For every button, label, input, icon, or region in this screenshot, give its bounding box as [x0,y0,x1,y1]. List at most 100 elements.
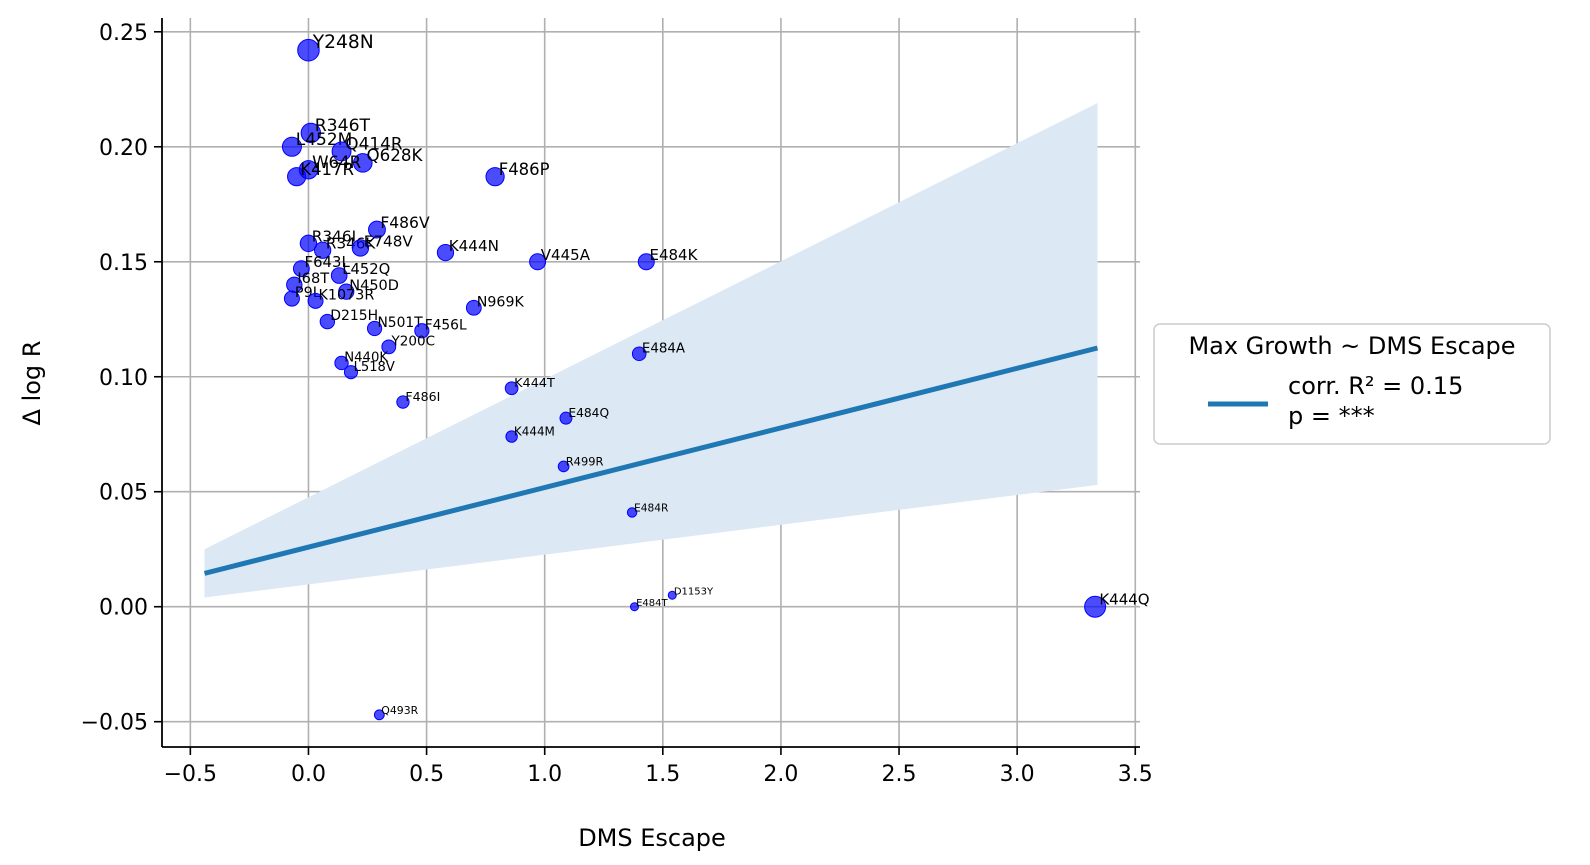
data-point [319,313,336,330]
data-point [338,283,355,300]
data-point [504,381,519,396]
y-tick-label: 0.00 [99,596,148,621]
point-label: Q493R [381,704,418,717]
data-point-group: I68T [286,270,329,293]
y-tick-label: 0.25 [99,21,148,46]
data-point-group: K444Q [1084,591,1150,618]
data-point-group: Q493R [373,704,419,721]
x-tick-label: 2.0 [763,762,798,787]
data-point [351,239,370,257]
data-point [368,220,386,239]
data-point [626,507,638,518]
data-point-group: V445A [529,246,591,271]
point-label: F486I [405,389,440,404]
data-point [373,709,385,721]
data-point [299,234,318,253]
axes [161,18,1140,748]
data-point-group: K444T [504,376,555,396]
data-point [300,122,322,144]
y-axis-ticks: −0.05 0.00 0.05 0.10 0.15 0.20 0.25 [81,21,162,736]
point-label: R346I [312,228,356,246]
data-point [343,365,359,380]
legend-stat-p: p = *** [1288,402,1375,430]
point-label: E484A [642,341,686,356]
y-tick-label: 0.10 [99,366,148,391]
data-point [292,260,310,278]
point-label: K444N [449,237,499,255]
point-label: K417R [300,160,354,179]
data-point-group: K444M [505,424,555,443]
data-point-group: D215H [319,308,378,330]
point-label: Q628K [367,145,424,165]
data-point-group: N501T [366,315,423,337]
point-label: F486V [380,214,430,232]
point-label: L452Q [342,261,390,278]
point-label: E748V [364,232,414,250]
point-label: R499R [566,454,604,468]
x-tick-label: −0.5 [164,762,217,787]
x-axis-label: DMS Escape [578,824,726,852]
point-label: Y200C [391,333,436,349]
point-label: E484K [649,246,698,264]
data-point [667,590,677,600]
data-point-group: E484A [631,341,686,362]
x-tick-label: 0.5 [409,762,444,787]
data-point-group: D1153Y [667,586,714,600]
data-point-group: F456L [414,317,467,339]
x-tick-label: 1.5 [645,762,680,787]
data-point-group: N450D [338,278,399,300]
data-point-group: E484K [637,246,699,271]
data-point [629,602,639,612]
point-label: D1153Y [674,586,714,597]
point-label: E484R [634,501,669,514]
point-label: F486P [499,160,550,179]
point-label: F456L [425,317,467,333]
data-point-group: E748V [351,232,414,257]
point-label: Y248N [312,32,374,53]
point-label: Q414R [345,133,403,153]
data-point [485,167,505,187]
legend-stat-r2: corr. R² = 0.15 [1288,372,1463,400]
y-tick-label: 0.15 [99,251,148,276]
data-point-group: F486V [368,214,430,239]
point-label: W64R [312,153,362,172]
point-label: N969K [477,294,525,310]
data-point-group: F643L [292,253,351,278]
data-point [414,323,430,339]
x-tick-label: 2.5 [882,762,917,787]
point-label: F643L [305,253,351,271]
data-point-group: K1073R [307,287,375,309]
data-point [637,253,655,271]
data-point [331,141,352,162]
data-point-group: R346T [300,116,371,144]
data-point-group: N969K [465,294,525,316]
data-point [307,292,324,309]
data-point [313,241,332,259]
data-point [559,411,573,425]
data-point [287,167,307,187]
data-point-group: F486I [396,389,440,409]
data-point [297,38,320,62]
point-label: K1073R [319,287,375,303]
data-point-group: R499R [557,454,604,473]
data-point [334,355,349,371]
data-point [505,430,518,443]
y-tick-label: −0.05 [81,711,148,736]
data-point-group: E484T [629,598,668,612]
data-point [631,346,647,362]
x-tick-label: 0.0 [291,762,326,787]
legend: Max Growth ~ DMS Escape corr. R² = 0.15 … [1153,323,1551,445]
data-point-group: K444N [436,237,499,262]
point-label: D215H [330,308,378,324]
regression-line [203,345,1099,576]
data-point-group: E484Q [559,406,609,425]
point-label: E484T [636,598,668,609]
data-point [330,267,348,284]
data-point [436,243,455,262]
point-label: N450D [349,278,399,294]
data-point-group: L518V [343,360,395,380]
data-point-group: R346I [299,228,356,253]
point-label: N501T [377,315,423,331]
